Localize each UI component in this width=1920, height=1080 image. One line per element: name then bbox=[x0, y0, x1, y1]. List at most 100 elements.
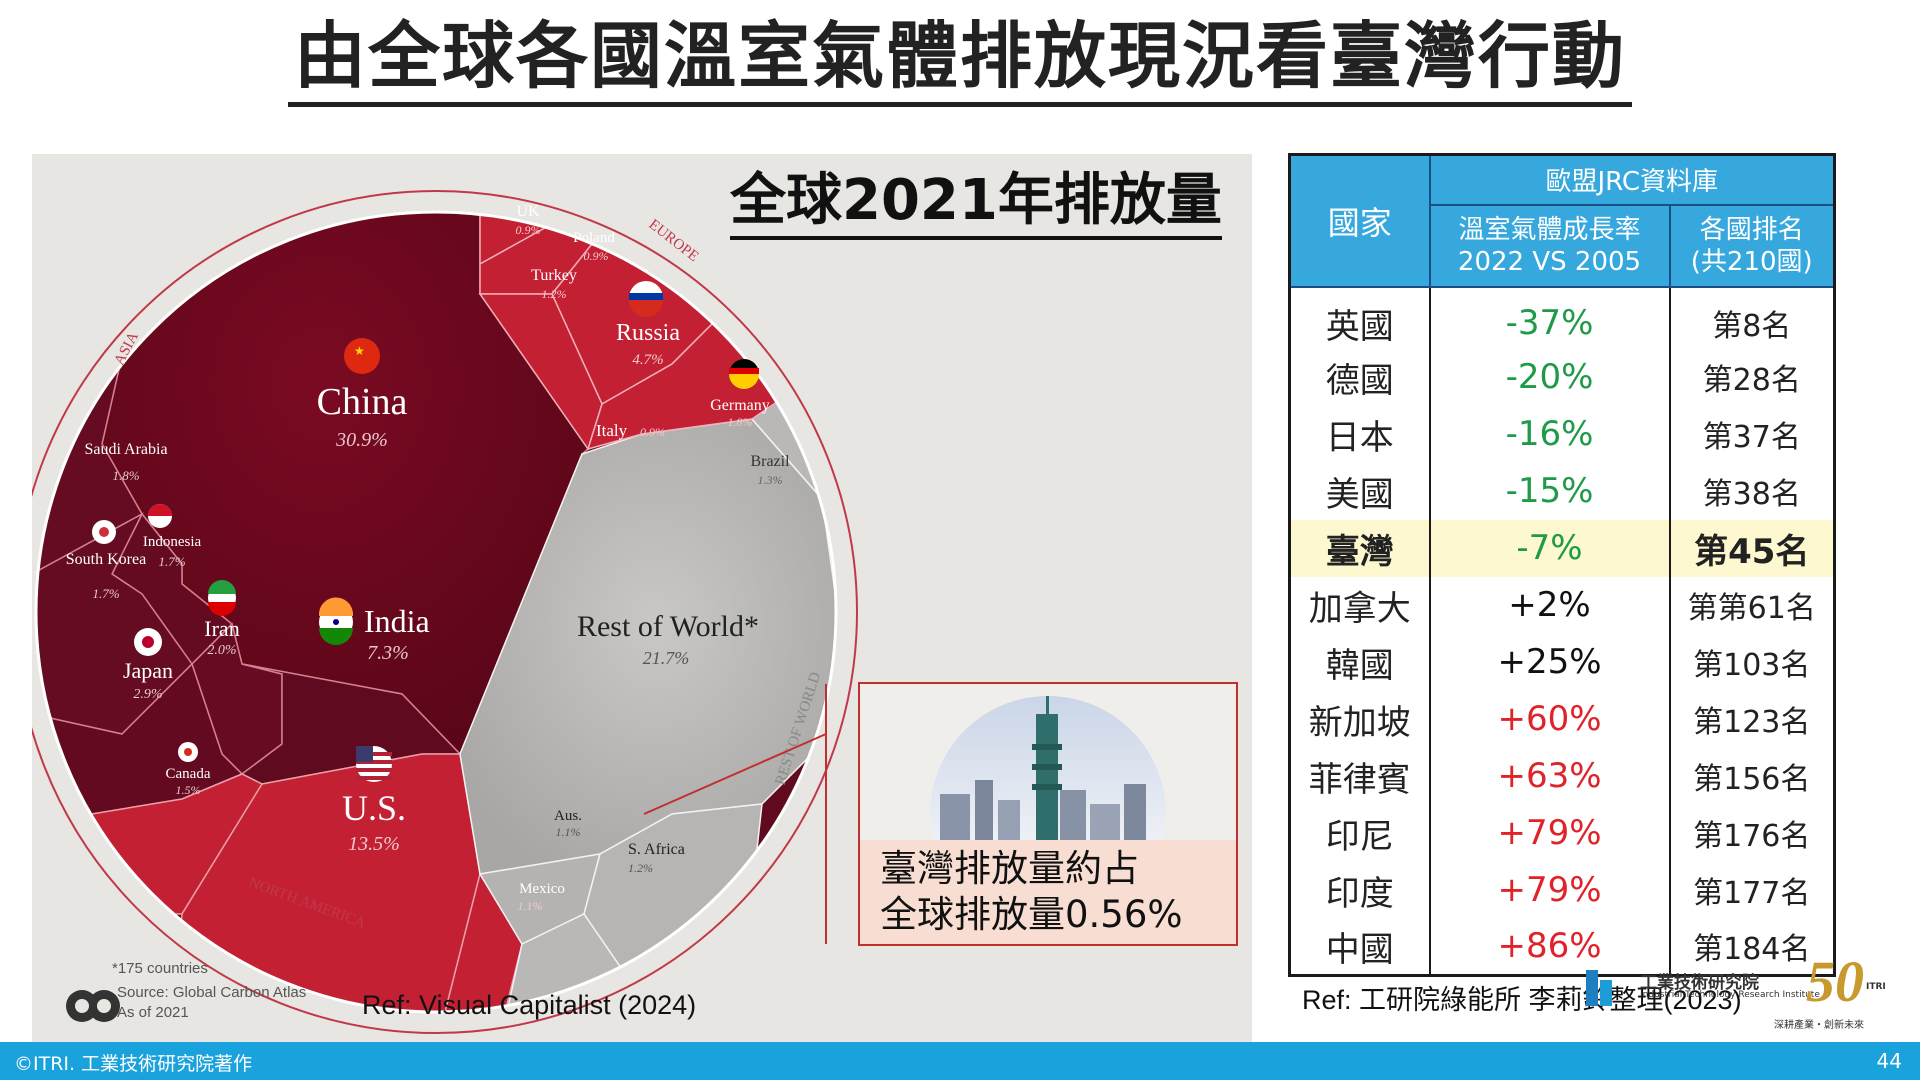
footer-copyright: ©ITRI. 工業技術研究院著作 bbox=[14, 1053, 253, 1075]
taipei-skyline-image bbox=[930, 696, 1166, 844]
label-india: India bbox=[364, 603, 430, 639]
label-canada-pct: 1.5% bbox=[176, 783, 201, 797]
label-germany-pct: 1.8% bbox=[728, 415, 753, 429]
itri-name: 工業技術研究院 bbox=[1640, 973, 1759, 993]
label-germany: Germany bbox=[710, 397, 770, 414]
label-russia: Russia bbox=[616, 320, 680, 346]
table-row: 美國 -15% 第38名 bbox=[1288, 462, 1836, 520]
label-iran: Iran bbox=[204, 616, 239, 641]
chart-heading: 全球2021年排放量 bbox=[730, 168, 1222, 240]
label-south-africa-pct: 1.2% bbox=[628, 861, 653, 875]
cell-rank: 第37名 bbox=[1668, 405, 1836, 463]
label-italy: Italy bbox=[596, 421, 628, 440]
visual-capitalist-logo-icon bbox=[66, 990, 120, 1022]
label-saudi-pct: 1.8% bbox=[112, 468, 139, 483]
cell-rate: -7% bbox=[1428, 519, 1671, 577]
cell-rank: 第38名 bbox=[1668, 462, 1836, 520]
label-poland: Poland bbox=[573, 230, 615, 246]
cell-country: 菲律賓 bbox=[1288, 747, 1431, 805]
table-row: 印尼 +79% 第176名 bbox=[1288, 804, 1836, 862]
cell-rate: -15% bbox=[1428, 462, 1671, 520]
label-rest-of-world: Rest of World* bbox=[577, 610, 759, 643]
cell-rank: 第156名 bbox=[1668, 747, 1836, 805]
cell-rate: -20% bbox=[1428, 348, 1671, 406]
label-italy-pct: 0.9% bbox=[640, 425, 665, 439]
label-china: China bbox=[317, 381, 408, 423]
label-australia: Aus. bbox=[554, 808, 582, 824]
col-header-rank-line-1: 各國排名 bbox=[1699, 214, 1804, 245]
slide-title: 由全球各國溫室氣體排放現況看臺灣行動 bbox=[287, 14, 1632, 107]
itri-logo-icon bbox=[1586, 970, 1612, 1006]
col-header-rate-line-1: 溫室氣體成長率 bbox=[1458, 214, 1641, 245]
cell-rank: 第第61名 bbox=[1668, 576, 1836, 634]
label-saudi: Saudi Arabia bbox=[84, 441, 167, 458]
col-header-jrc: 歐盟JRC資料庫 bbox=[1428, 153, 1836, 206]
jrc-ranking-table: 國家 歐盟JRC資料庫 溫室氣體成長率 2022 VS 2005 各國排名 (共… bbox=[1288, 153, 1836, 977]
cell-rate: +86% bbox=[1428, 918, 1671, 977]
label-mexico: Mexico bbox=[519, 881, 565, 897]
china-flag-icon: ★ bbox=[344, 338, 380, 374]
table-row: 加拿大 +2% 第第61名 bbox=[1288, 576, 1836, 634]
cell-rank: 第45名 bbox=[1668, 519, 1836, 577]
cell-rank: 第103名 bbox=[1668, 633, 1836, 691]
label-us: U.S. bbox=[342, 788, 406, 828]
table-row: 中國 +86% 第184名 bbox=[1288, 918, 1836, 977]
taiwan-caption-line-1: 臺灣排放量約占 bbox=[880, 847, 1139, 890]
table-row: 英國 -37% 第8名 bbox=[1288, 286, 1836, 349]
slide-title-wrap: 由全球各國溫室氣體排放現況看臺灣行動 bbox=[0, 14, 1920, 107]
cell-rank: 第184名 bbox=[1668, 918, 1836, 977]
cell-rate: +60% bbox=[1428, 690, 1671, 748]
russia-flag-icon bbox=[629, 281, 663, 317]
cell-country: 日本 bbox=[1288, 405, 1431, 463]
cell-rank: 第8名 bbox=[1668, 286, 1836, 349]
taiwan-caption-line-2: 全球排放量0.56% bbox=[880, 893, 1183, 936]
cell-country: 臺灣 bbox=[1288, 519, 1431, 577]
taiwan-pointer-line bbox=[643, 733, 827, 815]
label-rest-of-world-pct: 21.7% bbox=[643, 648, 690, 668]
cell-rate: -16% bbox=[1428, 405, 1671, 463]
germany-flag-icon bbox=[729, 359, 759, 389]
cell-rate: +63% bbox=[1428, 747, 1671, 805]
label-iran-pct: 2.0% bbox=[207, 643, 236, 658]
table-row: 菲律賓 +63% 第156名 bbox=[1288, 747, 1836, 805]
label-south-korea-pct: 1.7% bbox=[92, 586, 119, 601]
cell-country: 美國 bbox=[1288, 462, 1431, 520]
japan-flag-icon bbox=[134, 628, 162, 656]
cell-country: 德國 bbox=[1288, 348, 1431, 406]
cell-rate: +25% bbox=[1428, 633, 1671, 691]
table-row-highlighted: 臺灣 -7% 第45名 bbox=[1288, 519, 1836, 577]
chart-reference: Ref: Visual Capitalist (2024) bbox=[362, 990, 697, 1020]
col-header-rank-line-2: (共210國) bbox=[1690, 246, 1813, 277]
label-japan: Japan bbox=[123, 658, 173, 683]
page-number: 44 bbox=[1876, 1049, 1902, 1073]
label-mexico-pct: 1.1% bbox=[518, 899, 543, 913]
footnote-countries: *175 countries bbox=[112, 960, 208, 977]
table-row: 日本 -16% 第37名 bbox=[1288, 405, 1836, 463]
india-flag-icon bbox=[318, 597, 353, 645]
footnote-date: As of 2021 bbox=[117, 1004, 189, 1021]
table-row: 印度 +79% 第177名 bbox=[1288, 861, 1836, 919]
label-poland-pct: 0.9% bbox=[584, 249, 609, 263]
iran-flag-icon bbox=[208, 580, 236, 616]
emissions-circle-chart: ASIA EUROPE NORTH AMERICA REST OF WORLD … bbox=[32, 190, 858, 1034]
cell-rank: 第28名 bbox=[1668, 348, 1836, 406]
us-flag-icon bbox=[356, 746, 392, 782]
label-indonesia-pct: 1.7% bbox=[158, 554, 185, 569]
col-header-rate-line-2: 2022 VS 2005 bbox=[1457, 246, 1642, 277]
label-china-pct: 30.9% bbox=[335, 429, 388, 451]
cell-rank: 第176名 bbox=[1668, 804, 1836, 862]
anniversary-tag: ITRI bbox=[1866, 982, 1886, 992]
svg-text:★: ★ bbox=[354, 344, 365, 358]
cell-country: 中國 bbox=[1288, 918, 1431, 977]
label-south-korea: South Korea bbox=[66, 551, 146, 568]
outer-ring bbox=[32, 190, 858, 1034]
table-row: 韓國 +25% 第103名 bbox=[1288, 633, 1836, 691]
cell-rate: +79% bbox=[1428, 804, 1671, 862]
label-us-pct: 13.5% bbox=[348, 833, 400, 855]
label-brazil-pct: 1.3% bbox=[758, 473, 783, 487]
cell-rank: 第177名 bbox=[1668, 861, 1836, 919]
emissions-chart-panel: ASIA EUROPE NORTH AMERICA REST OF WORLD … bbox=[32, 154, 1252, 1044]
col-header-rate: 溫室氣體成長率 2022 VS 2005 bbox=[1428, 203, 1671, 288]
footer-bar bbox=[0, 1042, 1920, 1080]
